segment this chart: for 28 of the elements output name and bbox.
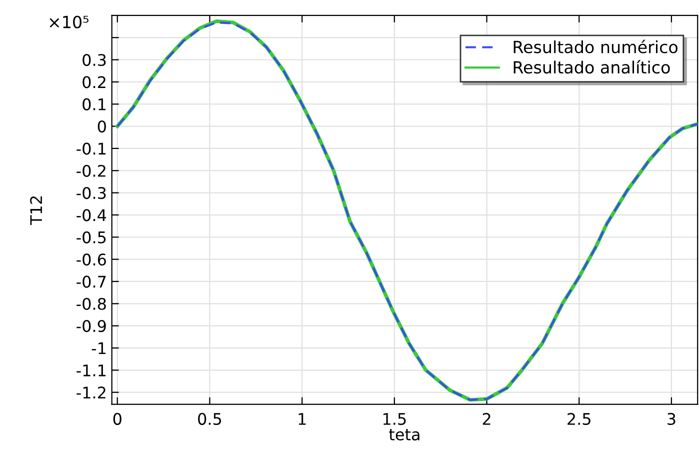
x-axis-title: teta <box>389 429 420 440</box>
x-tick-label: 0 <box>113 412 122 425</box>
y-axis-title: T12 <box>30 196 42 225</box>
x-tick-label: 2.5 <box>568 412 590 425</box>
x-tick-label: 1 <box>298 413 306 425</box>
legend-label: Resultado analítico <box>514 60 670 74</box>
y-tick-label: -0.2 <box>76 164 106 177</box>
x-tick-label: 2 <box>482 412 490 425</box>
x-tick-label: 1.5 <box>383 413 406 425</box>
y-tick-label: 0 <box>98 120 106 133</box>
legend-label: Resultado numérico <box>514 40 678 54</box>
y-tick-label: 0.2 <box>82 76 106 88</box>
y-tick-label: 0.1 <box>82 98 106 110</box>
y-tick-label: -1.2 <box>76 386 106 398</box>
x-tick-label: 3 <box>668 412 676 425</box>
y-tick-label: -0.8 <box>76 298 106 310</box>
x-tick-label: 0.5 <box>198 412 222 425</box>
y-tick-label: -0.6 <box>76 254 106 266</box>
y-tick-label: -1.1 <box>76 364 106 376</box>
y-tick-label: -1 <box>92 342 106 354</box>
y-tick-label: -0.5 <box>76 231 106 244</box>
text: ×10⁵ <box>50 16 88 28</box>
y-tick-label: -0.3 <box>76 186 106 200</box>
y-tick-label: -0.4 <box>76 209 106 222</box>
y-tick-label: -0.7 <box>76 276 106 288</box>
y-tick-label: -0.9 <box>76 320 106 332</box>
y-tick-label: -0.1 <box>76 142 106 155</box>
y-tick-label: 0.3 <box>82 54 106 66</box>
